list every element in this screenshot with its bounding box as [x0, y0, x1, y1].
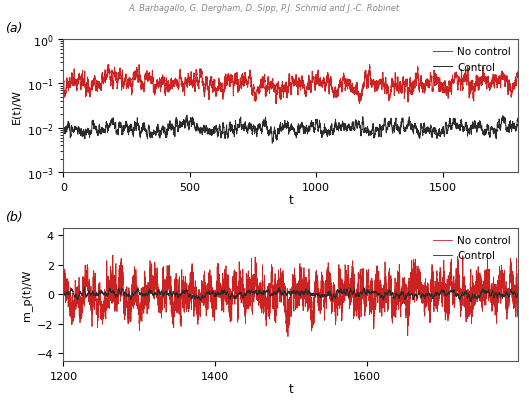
No control — [168, 302, 175, 306]
Line: No control: No control — [63, 254, 518, 337]
No control — [60, 79, 67, 84]
No control — [182, 79, 188, 83]
Control — [171, 292, 177, 296]
No control — [345, 78, 352, 83]
Text: (b): (b) — [5, 210, 23, 223]
Control — [345, 124, 352, 129]
Control — [264, 289, 270, 294]
Text: A. Barbagallo, G. Dergham, D. Sipp, P.J. Schmid and J.-C. Robinet: A. Barbagallo, G. Dergham, D. Sipp, P.J.… — [129, 4, 400, 13]
No control — [273, 102, 279, 107]
Y-axis label: E(t)/W: E(t)/W — [11, 89, 21, 124]
Control — [508, 126, 514, 131]
No control — [86, 89, 93, 93]
Control — [515, 119, 522, 124]
No control — [515, 71, 522, 75]
Control — [515, 292, 522, 296]
Line: No control: No control — [63, 65, 518, 105]
No control — [105, 63, 111, 68]
Control — [86, 135, 93, 140]
Control — [269, 141, 276, 146]
Control — [512, 291, 518, 296]
Control — [468, 300, 474, 304]
Line: Control: Control — [63, 288, 518, 302]
Legend: No control, Control: No control, Control — [431, 233, 513, 263]
No control — [419, 86, 426, 91]
Y-axis label: m_p(t)/W: m_p(t)/W — [21, 269, 32, 320]
Control — [182, 123, 188, 128]
No control — [484, 251, 490, 256]
No control — [264, 301, 270, 306]
Text: (a): (a) — [5, 22, 23, 35]
No control — [515, 312, 522, 317]
Control — [60, 127, 67, 132]
X-axis label: t: t — [289, 194, 293, 207]
Control — [168, 294, 175, 298]
No control — [232, 277, 238, 282]
Control — [339, 125, 345, 130]
Control — [60, 288, 67, 292]
Control — [232, 295, 238, 300]
Legend: No control, Control: No control, Control — [431, 45, 513, 75]
X-axis label: t: t — [289, 382, 293, 395]
No control — [166, 264, 172, 269]
Control — [81, 285, 88, 290]
No control — [339, 90, 345, 95]
No control — [508, 89, 514, 94]
No control — [60, 280, 67, 285]
Control — [419, 133, 426, 138]
Control — [184, 113, 190, 118]
No control — [171, 303, 177, 308]
No control — [285, 334, 291, 339]
Control — [166, 291, 172, 296]
No control — [512, 289, 518, 294]
Line: Control: Control — [63, 116, 518, 144]
